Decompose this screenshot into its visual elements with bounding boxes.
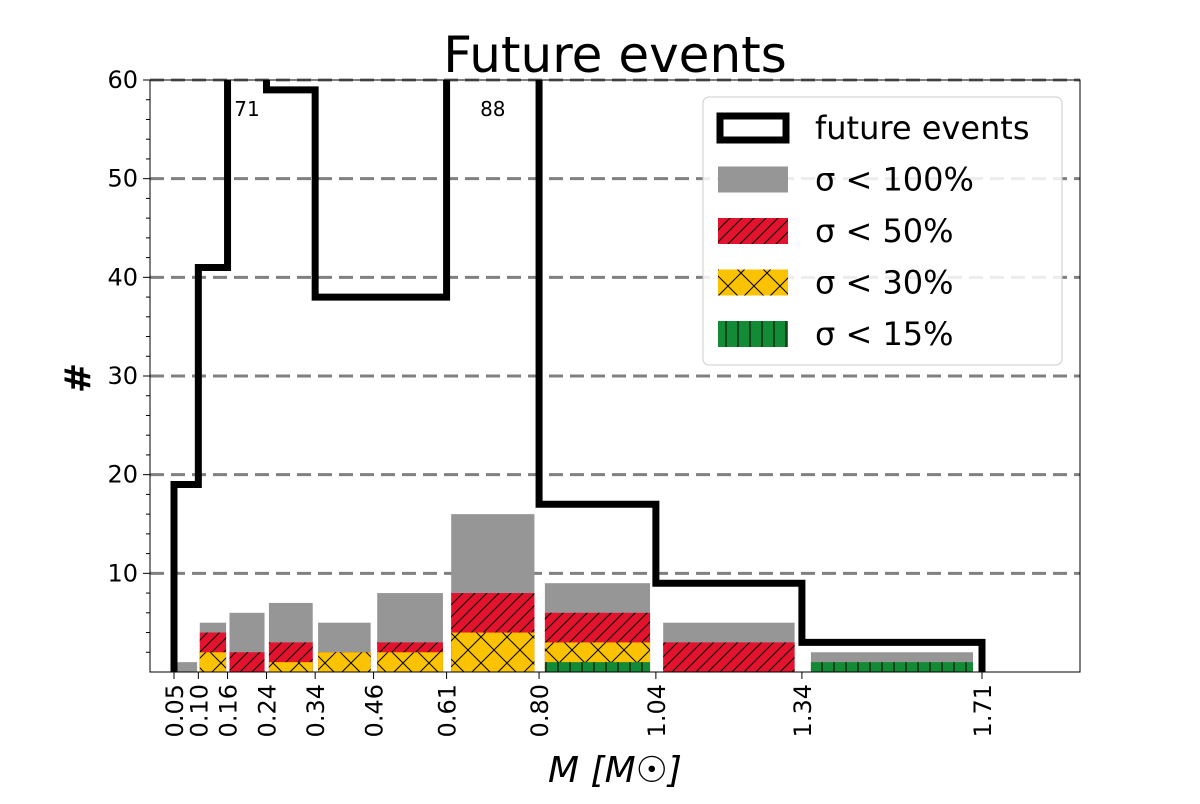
legend-label: σ < 30%	[815, 264, 954, 302]
legend-swatch-hatch	[718, 269, 788, 296]
legend-swatch-hatch	[718, 321, 788, 347]
step-layer	[170, 80, 986, 672]
y-tick-label: 40	[107, 263, 138, 291]
annotation-layer: 71 88	[234, 97, 505, 121]
bar-layer	[175, 514, 973, 672]
x-axis: 0.050.10 0.16 0.24 0.34 0.46 0.61 0.80 1.04 1.34…	[161, 672, 997, 737]
legend-item: future events	[716, 109, 1030, 147]
bar	[175, 662, 198, 672]
overflow-value-label: 71	[234, 97, 259, 121]
legend-label: future events	[815, 109, 1030, 147]
legend: future events σ < 100% σ < 50% σ < 30% σ < 1…	[702, 96, 1063, 366]
x-tick-label: 0.80	[526, 684, 554, 737]
y-tick-label: 10	[107, 559, 138, 587]
legend-item: σ < 100%	[718, 161, 974, 199]
bar-hatch	[451, 632, 535, 672]
y-tick-label: 60	[107, 66, 138, 94]
x-tick-label: 0.10	[185, 684, 213, 737]
legend-label: σ < 15%	[815, 315, 954, 353]
x-tick-label: 1.34	[789, 684, 817, 737]
bar-hatch	[810, 662, 973, 672]
y-tick-label: 20	[107, 461, 138, 489]
y-axis: 10 20 30 40 50 60	[107, 66, 150, 653]
x-tick-label: 0.05	[161, 684, 189, 737]
legend-item: σ < 50%	[718, 212, 954, 250]
legend-item: σ < 15%	[718, 315, 954, 353]
x-axis-label: M [M☉]	[548, 750, 682, 791]
x-tick-label: 1.71	[969, 684, 997, 737]
x-tick-label: 0.34	[302, 684, 330, 737]
bar-hatch	[229, 652, 265, 672]
legend-item: σ < 30%	[718, 264, 954, 302]
bar-hatch	[663, 642, 795, 672]
bar-hatch	[377, 652, 443, 672]
legend-swatch	[718, 166, 788, 193]
x-tick-label: 0.24	[253, 684, 281, 737]
step-line	[170, 80, 986, 672]
legend-swatch	[716, 112, 790, 144]
x-tick-label: 0.46	[361, 684, 389, 737]
y-tick-label: 50	[107, 165, 138, 193]
bar-hatch	[544, 662, 651, 672]
legend-label: σ < 50%	[815, 212, 954, 250]
overflow-value-label: 88	[480, 97, 505, 121]
x-tick-label: 0.16	[215, 684, 243, 737]
bar-hatch	[318, 652, 371, 672]
legend-swatch-hatch	[718, 218, 788, 244]
x-tick-label: 1.04	[643, 684, 671, 737]
legend-frame	[702, 96, 1063, 366]
y-axis-label: #	[58, 363, 99, 393]
legend-label: σ < 100%	[815, 161, 974, 199]
chart-title: Future events	[443, 26, 787, 84]
bar-hatch	[199, 652, 227, 672]
y-tick-label: 30	[107, 362, 138, 390]
x-tick-label: 0.61	[434, 684, 462, 737]
bar-hatch	[268, 662, 313, 672]
